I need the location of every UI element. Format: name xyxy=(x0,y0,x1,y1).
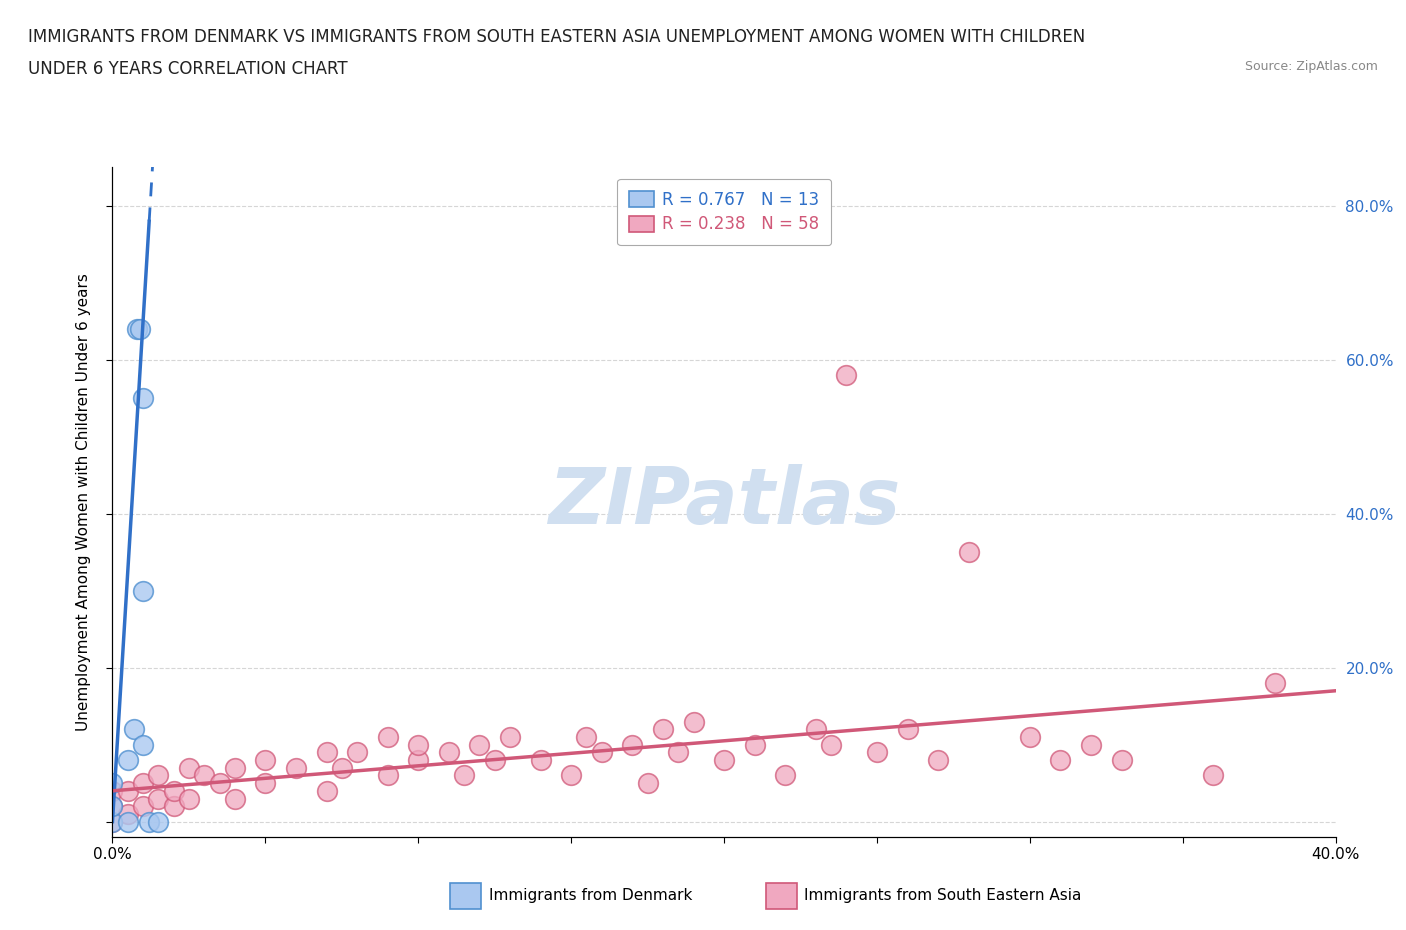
Point xyxy=(224,761,246,776)
Point xyxy=(315,745,337,760)
Point xyxy=(637,776,659,790)
Point xyxy=(101,814,124,829)
Point xyxy=(117,783,139,798)
Point xyxy=(377,729,399,744)
Point xyxy=(682,714,704,729)
Point xyxy=(346,745,368,760)
Point xyxy=(101,814,124,829)
Point xyxy=(591,745,613,760)
Point xyxy=(117,814,139,829)
Point xyxy=(560,768,582,783)
Point xyxy=(621,737,644,752)
Point xyxy=(224,791,246,806)
Point xyxy=(132,391,155,405)
Y-axis label: Unemployment Among Women with Children Under 6 years: Unemployment Among Women with Children U… xyxy=(76,273,91,731)
Point xyxy=(835,367,858,382)
Point xyxy=(820,737,842,752)
Text: Immigrants from Denmark: Immigrants from Denmark xyxy=(489,888,693,903)
Point xyxy=(1202,768,1225,783)
Point xyxy=(101,783,124,798)
Point xyxy=(163,783,186,798)
Point xyxy=(315,783,337,798)
Text: ZIPatlas: ZIPatlas xyxy=(548,464,900,540)
Point xyxy=(530,752,553,767)
Point xyxy=(132,583,155,598)
Point xyxy=(927,752,949,767)
Point xyxy=(1049,752,1071,767)
Point xyxy=(453,768,475,783)
Point xyxy=(804,722,827,737)
Point xyxy=(408,752,430,767)
Point xyxy=(1018,729,1040,744)
Text: Source: ZipAtlas.com: Source: ZipAtlas.com xyxy=(1244,60,1378,73)
Point xyxy=(132,737,155,752)
Point xyxy=(254,776,277,790)
Point xyxy=(101,799,124,814)
Point xyxy=(177,761,200,776)
Point xyxy=(101,799,124,814)
Point xyxy=(484,752,506,767)
Legend: R = 0.767   N = 13, R = 0.238   N = 58: R = 0.767 N = 13, R = 0.238 N = 58 xyxy=(617,179,831,246)
Point xyxy=(163,799,186,814)
Text: Immigrants from South Eastern Asia: Immigrants from South Eastern Asia xyxy=(804,888,1081,903)
Point xyxy=(1111,752,1133,767)
Point xyxy=(101,776,124,790)
Point xyxy=(775,768,797,783)
Point xyxy=(1264,675,1286,690)
Point xyxy=(132,799,155,814)
Point xyxy=(575,729,598,744)
Point xyxy=(208,776,231,790)
Point xyxy=(713,752,735,767)
Point xyxy=(254,752,277,767)
Point xyxy=(866,745,889,760)
Point xyxy=(408,737,430,752)
Point xyxy=(122,722,145,737)
Point xyxy=(132,776,155,790)
Text: IMMIGRANTS FROM DENMARK VS IMMIGRANTS FROM SOUTH EASTERN ASIA UNEMPLOYMENT AMONG: IMMIGRANTS FROM DENMARK VS IMMIGRANTS FR… xyxy=(28,28,1085,46)
Text: UNDER 6 YEARS CORRELATION CHART: UNDER 6 YEARS CORRELATION CHART xyxy=(28,60,347,78)
Point xyxy=(666,745,689,760)
Point xyxy=(148,814,170,829)
Point xyxy=(1080,737,1102,752)
Point xyxy=(499,729,522,744)
Point xyxy=(177,791,200,806)
Point xyxy=(193,768,215,783)
Point xyxy=(652,722,675,737)
Point xyxy=(468,737,491,752)
Point xyxy=(437,745,460,760)
Point xyxy=(377,768,399,783)
Point xyxy=(138,814,160,829)
Point xyxy=(744,737,766,752)
Point xyxy=(148,791,170,806)
Point xyxy=(148,768,170,783)
Point xyxy=(284,761,308,776)
Point xyxy=(129,322,152,337)
Point xyxy=(897,722,920,737)
Point xyxy=(117,806,139,821)
Point xyxy=(330,761,353,776)
Point xyxy=(117,752,139,767)
Point xyxy=(957,545,980,560)
Point xyxy=(125,322,148,337)
